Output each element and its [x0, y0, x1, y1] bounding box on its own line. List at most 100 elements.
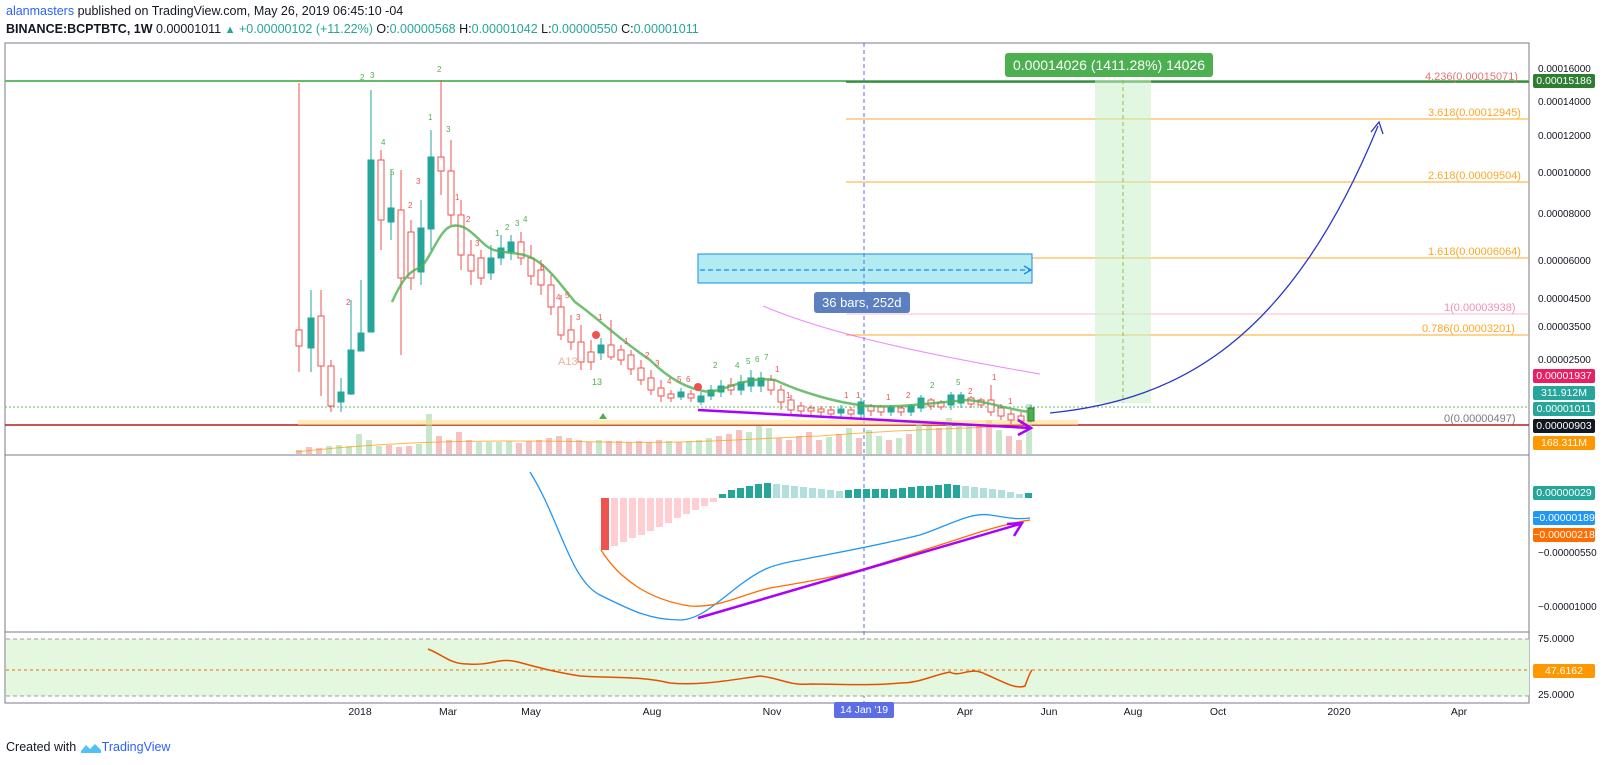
- svg-text:2: 2: [505, 223, 510, 232]
- svg-text:3: 3: [446, 125, 451, 134]
- signal-line: [600, 519, 1031, 607]
- time-label: May: [521, 706, 541, 718]
- rsi-tick: 75.0000: [1538, 634, 1575, 645]
- price-tag-target: 0.00015186: [1533, 74, 1595, 88]
- close-value: 0.00001011: [633, 22, 699, 36]
- symbol-label[interactable]: BINANCE:BCPTBTC, 1W: [6, 22, 153, 36]
- fib-label-1: 1(0.00003938): [1444, 302, 1516, 314]
- tradingview-brand-link[interactable]: TradingView: [101, 740, 171, 754]
- up-arrow-icon: ▲: [224, 24, 236, 36]
- svg-text:4: 4: [556, 293, 561, 302]
- td-sequential-labels-red: 223 123 34 5 3 11 234 5 6 11 1 1 1 2 211: [346, 177, 1013, 406]
- author-link[interactable]: alanmasters: [6, 4, 75, 18]
- high-value: 0.00001042: [471, 22, 538, 36]
- time-label: Aug: [642, 706, 662, 718]
- time-label: Nov: [762, 706, 782, 718]
- time-label: Jun: [1040, 706, 1058, 718]
- time-crosshair-label: 14 Jan '19: [834, 702, 895, 718]
- price-tick: 0.00010000: [1538, 168, 1591, 179]
- svg-text:4: 4: [735, 361, 740, 370]
- price-tick: 0.00012000: [1538, 131, 1591, 142]
- fib-label-0786: 0.786(0.00003201): [1422, 323, 1515, 335]
- price-tick: 0.00008000: [1538, 209, 1591, 220]
- projection-curve: [1049, 125, 1379, 414]
- bars-range-label[interactable]: 36 bars, 252d: [814, 292, 910, 313]
- rsi-band: [6, 639, 1529, 696]
- svg-text:1: 1: [455, 193, 460, 202]
- svg-text:3: 3: [540, 263, 545, 272]
- svg-text:6: 6: [686, 375, 691, 384]
- svg-text:1: 1: [786, 391, 791, 400]
- fib-label-3618: 3.618(0.00012945): [1428, 107, 1521, 119]
- svg-text:2: 2: [437, 65, 442, 74]
- volume-ma-line: [295, 425, 1031, 453]
- candles: [295, 80, 1035, 424]
- svg-text:3: 3: [416, 177, 421, 186]
- price-tag-volume: 311.912M: [1533, 386, 1595, 400]
- close-label: C:: [621, 22, 634, 36]
- svg-text:5: 5: [390, 168, 395, 177]
- price-tag-volume-ma: 168.311M: [1533, 436, 1595, 450]
- svg-text:1: 1: [886, 393, 891, 402]
- price-tick: 0.00014000: [1538, 97, 1591, 108]
- svg-text:2: 2: [360, 73, 365, 82]
- fib-label-1618: 1.618(0.00006064): [1428, 246, 1521, 258]
- price-tick: 0.00016000: [1538, 64, 1591, 75]
- rsi-line: [427, 648, 1033, 688]
- svg-text:3: 3: [576, 313, 581, 322]
- sma-line: [390, 224, 1031, 414]
- profit-label[interactable]: 0.00014026 (1411.28%) 14026: [1005, 53, 1214, 77]
- created-with-text: Created with: [6, 740, 77, 754]
- svg-text:1: 1: [844, 391, 849, 400]
- divergence-arrow-macd: [697, 522, 1021, 620]
- fib-label-0: 0(0.00000497): [1444, 413, 1516, 425]
- time-label: Mar: [438, 706, 458, 718]
- svg-text:3: 3: [655, 359, 660, 368]
- sell-setup-icon-2: [694, 383, 702, 391]
- svg-text:1: 1: [775, 365, 780, 374]
- time-label: Apr: [956, 706, 974, 718]
- svg-text:2: 2: [713, 361, 718, 370]
- svg-text:2: 2: [968, 387, 973, 396]
- volume-bars: [296, 404, 1032, 454]
- macd-tick: −0.00001000: [1538, 602, 1597, 613]
- macd-tag-signal: −0.00000218: [1533, 528, 1595, 542]
- td-countdown-label-small: 13: [592, 377, 602, 387]
- macd-tick: −0.00000550: [1538, 548, 1597, 559]
- publish-text: published on TradingView.com, May 26, 20…: [74, 4, 404, 18]
- tradingview-logo-icon: [80, 743, 101, 753]
- macd-tag-hist: 0.00000029: [1533, 486, 1595, 500]
- svg-text:4: 4: [381, 138, 386, 147]
- macd-line: [529, 471, 1031, 621]
- high-label: H:: [459, 22, 472, 36]
- macd-histogram: [601, 483, 1032, 550]
- svg-text:1: 1: [624, 337, 629, 346]
- sell-setup-icon: [592, 331, 600, 339]
- low-value: 0.00000550: [551, 22, 618, 36]
- svg-text:2: 2: [930, 381, 935, 390]
- svg-text:1: 1: [598, 313, 603, 322]
- svg-text:1: 1: [495, 229, 500, 238]
- fib-label-2618: 2.618(0.00009504): [1428, 170, 1521, 182]
- publish-info: alanmasters published on TradingView.com…: [6, 4, 403, 18]
- open-value: 0.00000568: [389, 22, 456, 36]
- svg-text:3: 3: [475, 239, 480, 248]
- projection-curve-head: [1370, 120, 1384, 135]
- time-label: Oct: [1209, 706, 1227, 718]
- svg-text:2: 2: [408, 201, 413, 210]
- last-price: 0.00001011: [156, 22, 222, 36]
- price-change: +0.00000102 (+11.22%): [239, 22, 373, 36]
- svg-text:4: 4: [667, 377, 672, 386]
- chart-frame: [4, 42, 1530, 704]
- svg-text:1: 1: [1008, 397, 1013, 406]
- price-tag-ema: 0.00001937: [1533, 369, 1595, 383]
- price-tick: 0.00004500: [1538, 294, 1591, 305]
- svg-text:3: 3: [515, 219, 520, 228]
- price-tick: 0.00006000: [1538, 256, 1591, 267]
- rsi-tag: 47.6162: [1533, 664, 1595, 678]
- svg-text:2: 2: [645, 351, 650, 360]
- svg-text:5: 5: [565, 291, 570, 300]
- time-label: Aug: [1123, 706, 1143, 718]
